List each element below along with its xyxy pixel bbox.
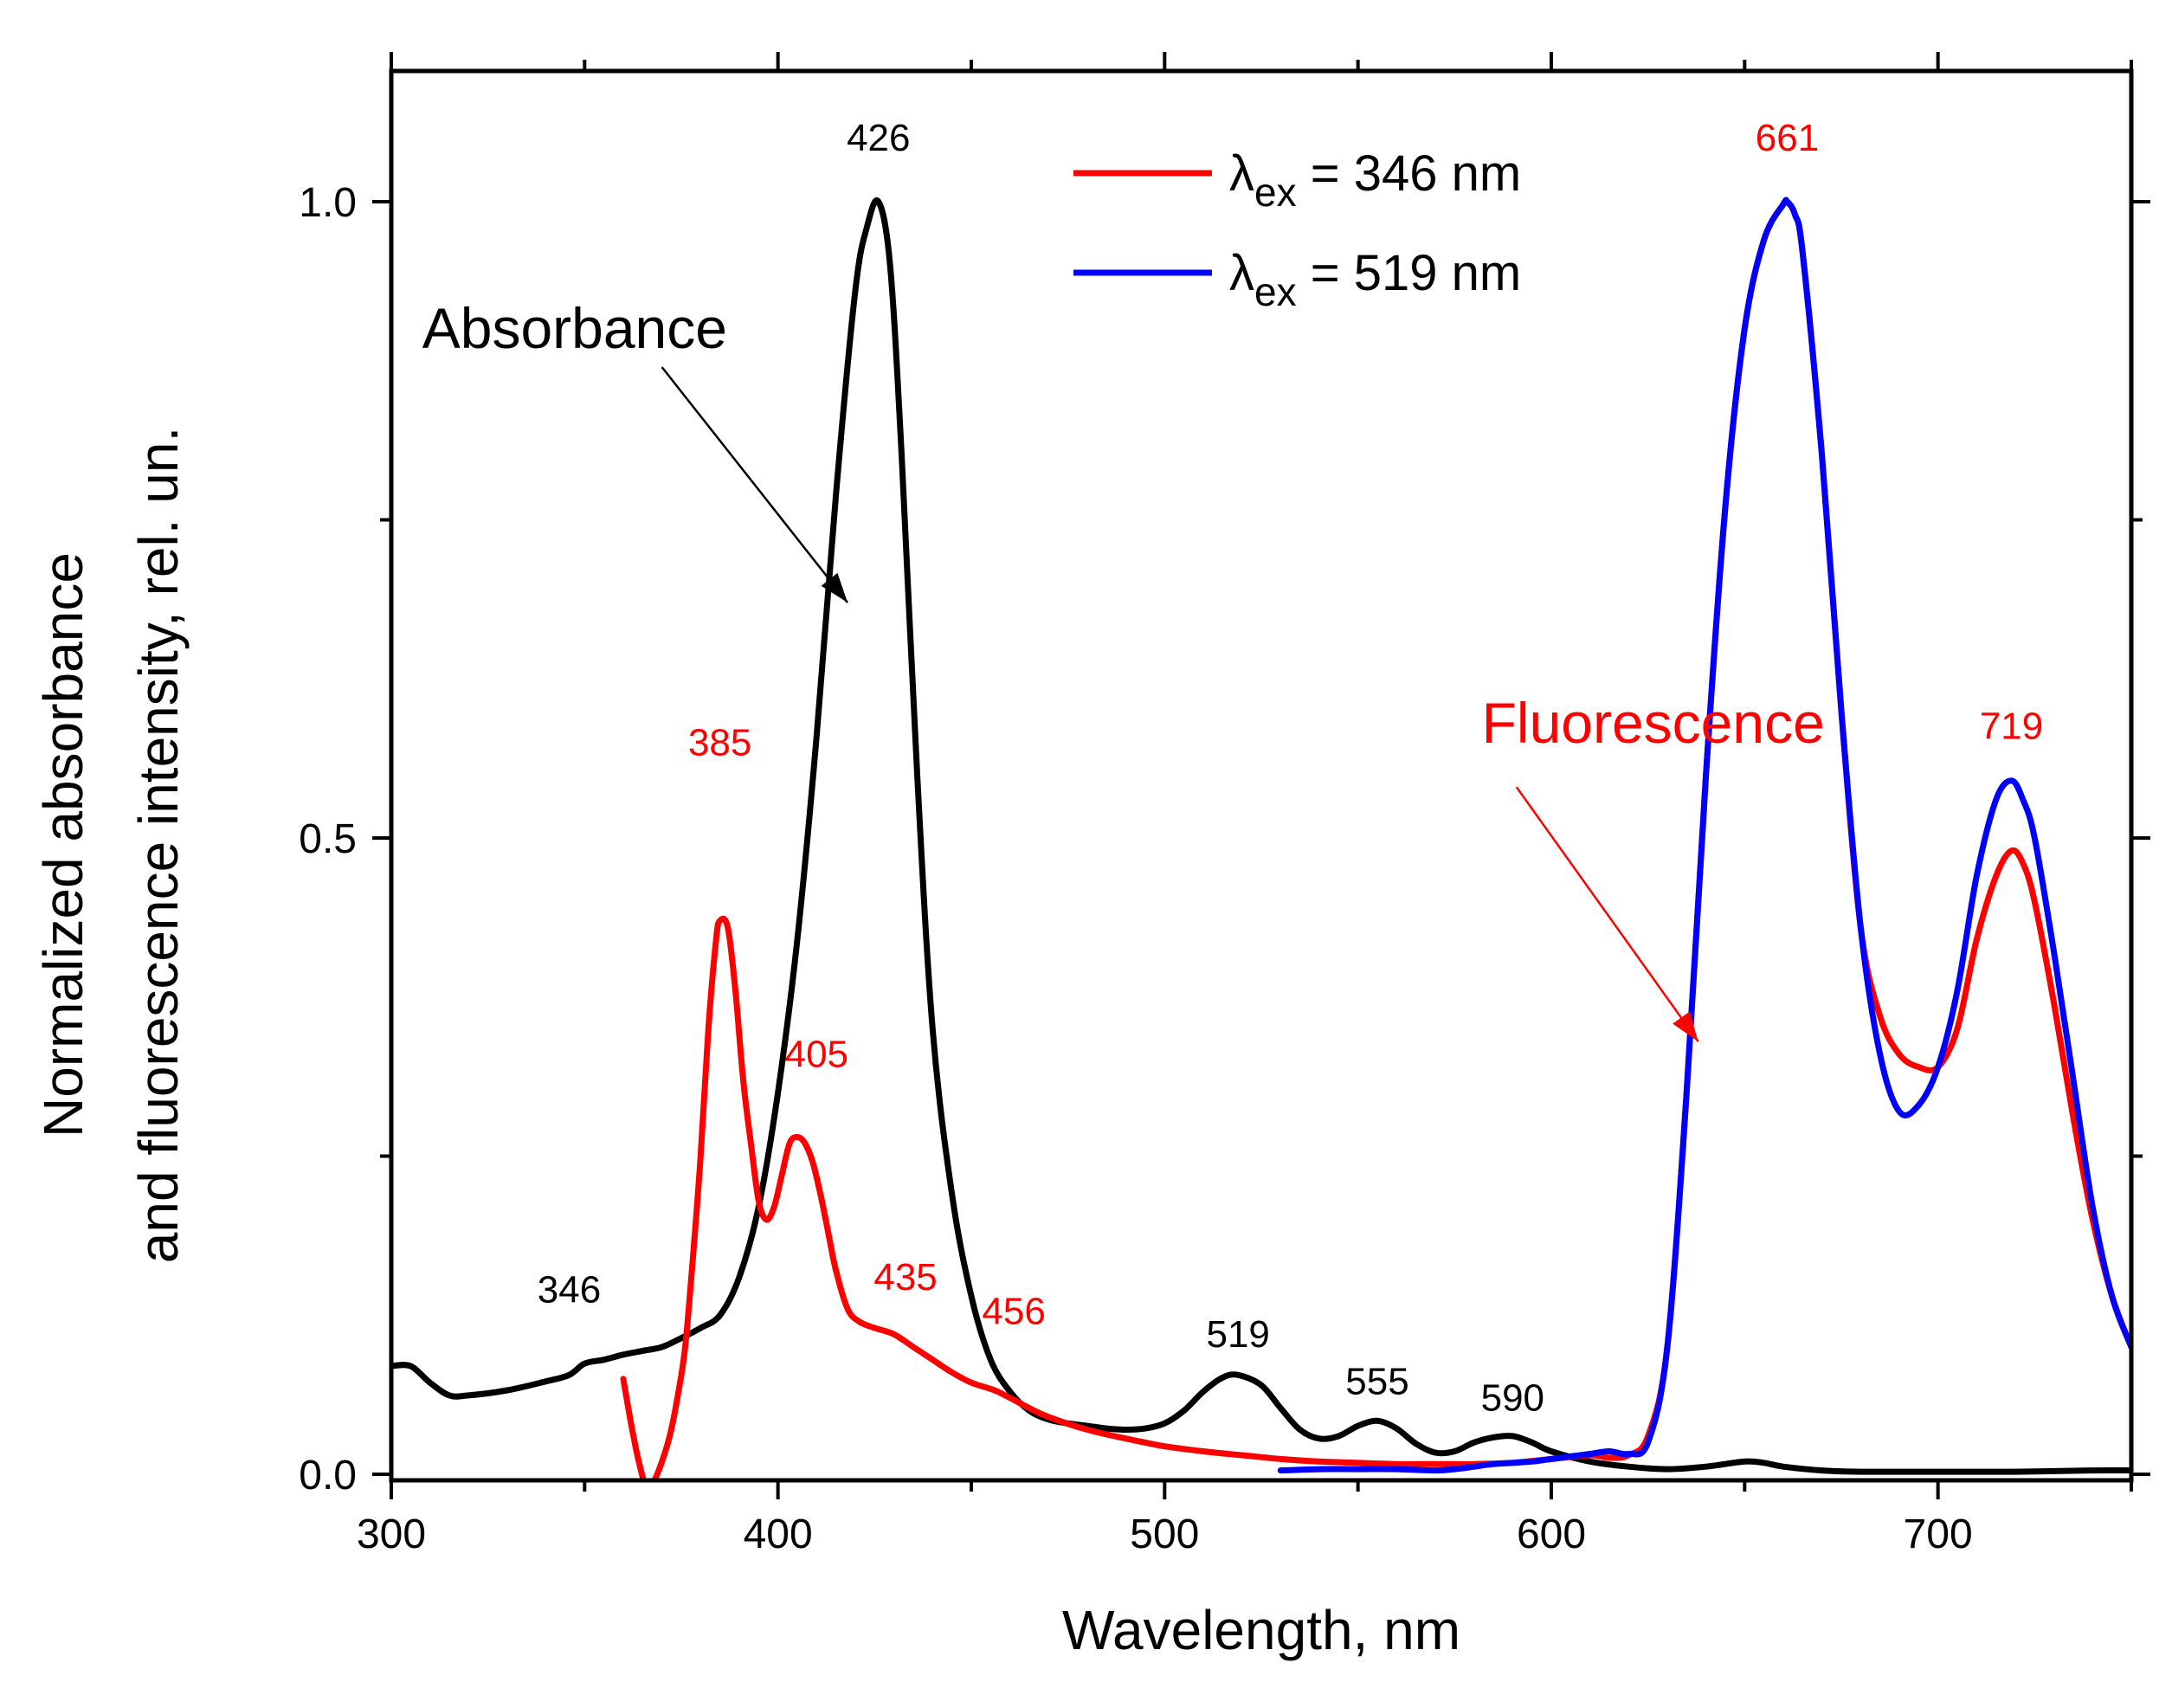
x-tick-label: 300 bbox=[357, 1511, 426, 1557]
peak-label: 661 bbox=[1756, 117, 1819, 159]
annotation-label: Fluorescence bbox=[1482, 691, 1825, 755]
annotation-arrow bbox=[661, 366, 849, 603]
annotation-arrowhead bbox=[1673, 1011, 1698, 1042]
x-tick-label: 400 bbox=[744, 1511, 813, 1557]
legend-subscript: ex bbox=[1254, 170, 1297, 215]
legend-label-519: λex = 519 nm bbox=[1229, 245, 1521, 314]
y-axis-title-line1: Normalized absorbance bbox=[32, 552, 94, 1138]
annotation-label: Absorbance bbox=[422, 296, 727, 360]
x-tick-label: 700 bbox=[1904, 1511, 1973, 1557]
peak-label: 385 bbox=[688, 721, 751, 764]
annotation-arrow bbox=[1515, 786, 1699, 1042]
labels-layer: 426 346 519 555 590 385 405 435 456 661 719 Absorba… bbox=[422, 117, 2044, 1419]
peak-label: 346 bbox=[538, 1269, 601, 1312]
series-line-fluor-346 bbox=[620, 197, 2131, 1480]
x-tick-label: 600 bbox=[1517, 1511, 1586, 1557]
ticks-layer: 300 400 500 600 700 0.0 0.5 1.0 bbox=[299, 52, 2150, 1557]
y-tick-label: 0.0 bbox=[299, 1453, 357, 1499]
series-layer bbox=[391, 197, 2131, 1480]
peak-label: 590 bbox=[1481, 1377, 1544, 1420]
legend-value: = 519 nm bbox=[1297, 245, 1522, 301]
legend-subscript: ex bbox=[1254, 269, 1297, 314]
legend-value: = 346 nm bbox=[1297, 145, 1522, 202]
peak-label: 426 bbox=[847, 117, 910, 159]
legend-lambda: λ bbox=[1229, 245, 1254, 301]
x-axis-title: Wavelength, nm bbox=[1062, 1599, 1460, 1661]
plot-frame bbox=[389, 68, 2134, 1483]
peak-label: 405 bbox=[785, 1034, 848, 1076]
peak-label: 719 bbox=[1980, 705, 2043, 747]
legend-label-346: λex = 346 nm bbox=[1229, 145, 1521, 215]
y-axis-title-line2: and fluorescence intensity, rel. un. bbox=[127, 427, 190, 1263]
legend-lambda: λ bbox=[1229, 145, 1254, 202]
legend: λex = 346 nm λex = 519 nm bbox=[1073, 145, 1521, 314]
peak-label: 435 bbox=[873, 1256, 937, 1299]
x-tick-label: 500 bbox=[1130, 1511, 1199, 1557]
peak-label: 456 bbox=[982, 1291, 1045, 1333]
y-tick-label: 1.0 bbox=[299, 180, 357, 226]
y-tick-label: 0.5 bbox=[299, 816, 357, 862]
series-line-fluor-519 bbox=[1277, 197, 2131, 1474]
peak-label: 519 bbox=[1206, 1313, 1269, 1356]
annotation-arrowhead bbox=[821, 572, 848, 603]
peak-label: 555 bbox=[1345, 1360, 1408, 1402]
